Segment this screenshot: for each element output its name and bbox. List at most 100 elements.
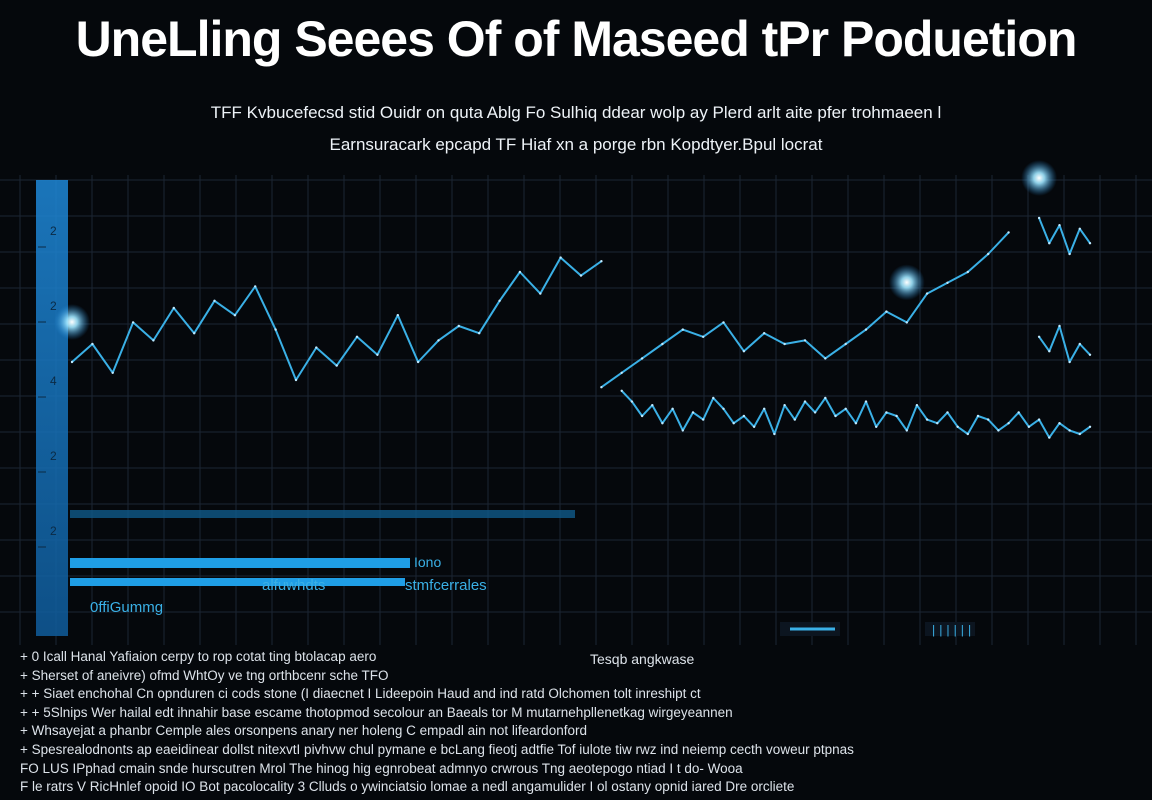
- data-point: [824, 357, 827, 360]
- data-point: [1058, 224, 1061, 227]
- data-point: [630, 400, 634, 403]
- data-point: [793, 418, 796, 421]
- data-point: [233, 314, 237, 317]
- data-point: [396, 314, 399, 317]
- data-point: [1017, 411, 1020, 414]
- data-point: [416, 360, 420, 364]
- data-point: [254, 285, 257, 288]
- footer-line-6: + Spesrealodnonts ap eaeidinear dollst n…: [20, 741, 854, 757]
- footer-line-7: FO LUS IPphad cmain snde hurscutren Mrol…: [20, 760, 743, 776]
- series-line-1: [71, 256, 602, 381]
- data-point: [783, 342, 786, 346]
- data-point: [681, 429, 684, 432]
- data-point: [1037, 335, 1041, 338]
- data-point: [661, 422, 664, 425]
- glow-point-1: [54, 304, 90, 340]
- data-point: [681, 328, 684, 331]
- data-point: [294, 378, 298, 382]
- footer-line-1: + 0 Icall Hanal Yafiaion cerpy to rop co…: [20, 649, 377, 664]
- data-point: [1088, 425, 1092, 428]
- data-point: [1037, 418, 1041, 421]
- data-point: [518, 270, 522, 274]
- data-point: [997, 429, 1000, 432]
- glow-point-2: [888, 264, 925, 301]
- data-point: [498, 299, 501, 302]
- data-point: [702, 418, 705, 421]
- data-point: [457, 324, 460, 328]
- page-title: UneLling Seees Of of Maseed tPr Poduetio…: [75, 11, 1078, 67]
- data-point: [131, 321, 135, 324]
- data-point: [600, 386, 603, 389]
- data-point: [1068, 252, 1071, 256]
- data-point: [844, 342, 847, 346]
- data-point: [987, 252, 990, 256]
- data-point: [925, 292, 929, 295]
- data-point: [600, 260, 603, 263]
- data-point: [1068, 360, 1071, 364]
- footer-line-5: + Whsayejat a phanbr Cemple ales orsonpe…: [20, 723, 587, 739]
- legend-label-3: stmfcerrales: [405, 577, 487, 594]
- data-point: [763, 407, 766, 410]
- data-point: [274, 328, 277, 331]
- glow-points: [54, 160, 1058, 340]
- data-point: [702, 335, 705, 338]
- y-axis-ticks: 2 2 4 2 2: [38, 224, 57, 548]
- y-tick-label: 2: [50, 299, 57, 313]
- series-lines: [70, 216, 1092, 439]
- data-point: [895, 414, 898, 418]
- data-point: [315, 346, 318, 349]
- data-point: [885, 310, 888, 313]
- data-point: [875, 425, 878, 428]
- data-point: [1007, 231, 1010, 234]
- data-point: [559, 256, 562, 259]
- series-line-5: [1038, 325, 1091, 363]
- data-point: [1068, 429, 1071, 432]
- data-point: [864, 400, 868, 403]
- data-point: [651, 404, 654, 407]
- data-point: [905, 321, 908, 324]
- data-point: [437, 339, 440, 342]
- data-point: [966, 432, 969, 436]
- glow-point-3: [1021, 160, 1058, 196]
- data-point: [579, 274, 583, 277]
- legend-label-5: Tesqb angkwase: [590, 651, 695, 667]
- data-point: [1007, 422, 1010, 425]
- data-point: [172, 306, 175, 310]
- data-point: [1078, 227, 1082, 230]
- y-axis-bar: [36, 180, 68, 636]
- y-tick-label: 4: [50, 374, 57, 388]
- data-point: [376, 353, 379, 356]
- data-point: [783, 404, 786, 407]
- data-point: [1048, 242, 1051, 245]
- data-point: [111, 371, 114, 374]
- data-point: [691, 411, 695, 414]
- data-point: [539, 292, 542, 295]
- footer-line-8: F le ratrs V RicHnlef opoid IO Bot pacol…: [20, 779, 795, 795]
- separator-bar: [70, 510, 575, 518]
- data-point: [885, 411, 888, 414]
- indicator-2-label: ||||||: [930, 624, 973, 638]
- data-point: [834, 414, 837, 418]
- data-point: [936, 422, 939, 425]
- legend-bar-2: [70, 578, 405, 586]
- legend-label-1: Iono: [414, 554, 441, 570]
- data-point: [213, 299, 216, 302]
- data-point: [752, 425, 756, 428]
- data-point: [722, 321, 725, 324]
- subtitle-line-1: TFF Kvbucefecsd stid Ouidr on quta Ablg …: [210, 103, 942, 122]
- data-point: [742, 414, 746, 418]
- series-line-2: [620, 390, 1091, 439]
- data-point: [478, 332, 481, 335]
- data-point: [946, 411, 949, 414]
- data-point: [915, 404, 919, 407]
- footer-line-4: + + 5Slnips Wer hailal edt ihnahir base …: [20, 704, 733, 720]
- data-point: [763, 332, 766, 335]
- data-point: [966, 270, 969, 274]
- data-point: [91, 342, 94, 346]
- indicator-2: [925, 622, 975, 636]
- data-point: [1048, 436, 1051, 439]
- data-point: [1048, 350, 1051, 353]
- data-point: [1088, 242, 1092, 245]
